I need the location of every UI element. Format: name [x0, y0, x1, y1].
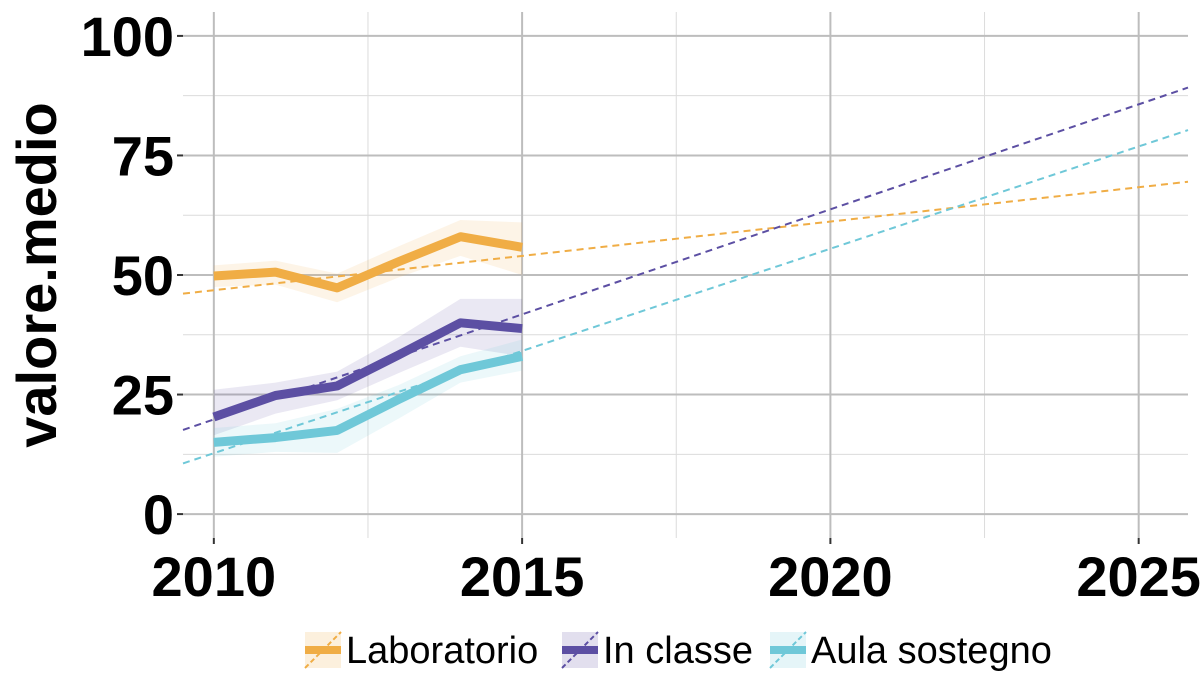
series-lines — [212, 232, 524, 447]
trend-line-aula-sostegno — [182, 129, 1189, 465]
x-tick-label: 2020 — [768, 545, 893, 608]
legend-label: In classe — [603, 630, 753, 672]
y-tick-label: 100 — [81, 5, 174, 68]
y-tick-label: 50 — [112, 244, 174, 307]
legend-key-in-classe — [561, 631, 599, 669]
series-line-aula-sostegno — [213, 351, 524, 447]
legend-label: Aula sostegno — [811, 630, 1052, 672]
trend-line-in-classe — [182, 86, 1189, 431]
series-line-in-classe — [212, 318, 523, 422]
x-axis: 2010 2015 2020 2025 — [152, 538, 1200, 608]
legend-key-aula-sostegno — [769, 631, 807, 669]
x-tick-label: 2015 — [460, 545, 585, 608]
y-axis: 0 25 50 75 100 — [81, 5, 183, 546]
x-tick-label: 2025 — [1076, 545, 1200, 608]
legend: Laboratorio In classe Aula sostegno — [304, 630, 1052, 672]
legend-key-laboratorio — [304, 631, 342, 669]
legend-label: Laboratorio — [346, 630, 538, 672]
y-tick-label: 25 — [112, 364, 174, 427]
y-tick-label: 75 — [112, 124, 174, 187]
trend-lines — [182, 86, 1189, 465]
y-axis-title: valore.medio — [5, 102, 68, 447]
x-tick-label: 2010 — [152, 545, 277, 608]
series-line-laboratorio — [213, 232, 523, 293]
trend-line-laboratorio — [182, 180, 1189, 295]
y-tick-label: 0 — [143, 483, 174, 546]
